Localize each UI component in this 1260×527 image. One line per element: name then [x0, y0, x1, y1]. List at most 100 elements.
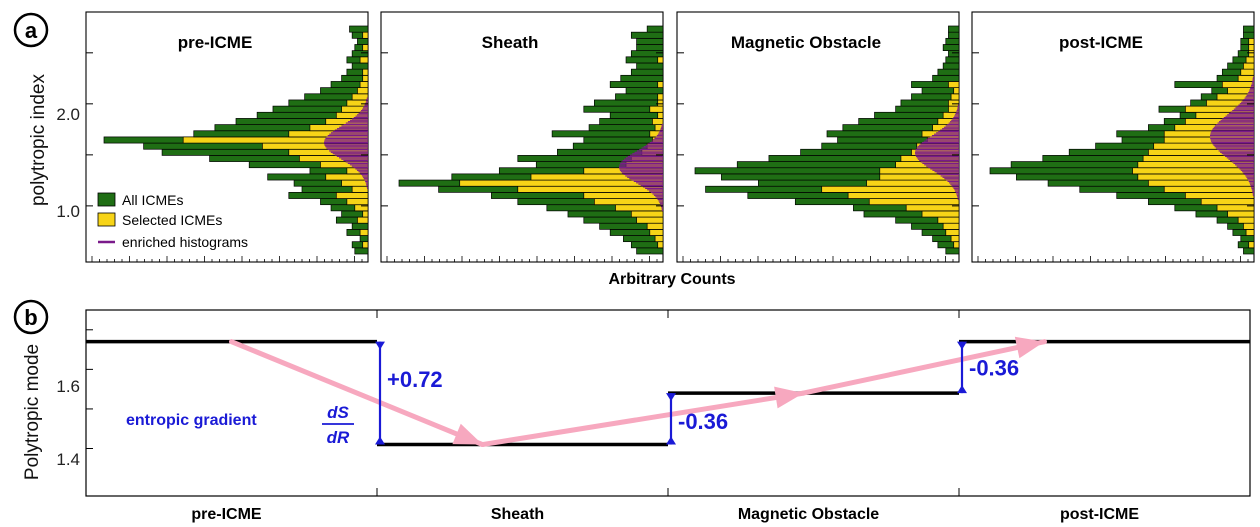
bar-selected	[362, 210, 369, 218]
bar-selected	[359, 56, 369, 64]
bar-selected	[1227, 210, 1255, 218]
arrow-mo-to-post	[801, 336, 1047, 396]
bar-all	[1243, 25, 1255, 33]
panel-b-ytick-14: 1.4	[56, 450, 80, 469]
segment-label: Sheath	[491, 506, 544, 523]
bar-selected	[1243, 62, 1255, 70]
bar-selected	[657, 93, 664, 101]
bar-all	[937, 68, 960, 76]
bar-selected	[362, 74, 369, 82]
bar-all	[945, 56, 960, 64]
bar-all	[1243, 247, 1255, 255]
svg-text:a: a	[25, 18, 38, 43]
bar-selected	[649, 105, 664, 113]
bar-selected	[459, 179, 664, 187]
segment-label: Magnetic Obstacle	[738, 506, 879, 523]
bar-selected	[945, 229, 960, 236]
bar-selected	[866, 179, 960, 187]
bar-all	[948, 25, 960, 33]
bar-all	[942, 44, 960, 51]
legend-label-enriched: enriched histograms	[122, 234, 248, 250]
bar-selected	[1237, 74, 1255, 82]
arrow-sheath-to-mo	[480, 386, 806, 448]
segment-labels: pre-ICME Sheath Magnetic Obstacle post-ICME	[191, 506, 1139, 523]
bar-selected	[1185, 192, 1255, 199]
bar-all	[630, 68, 664, 76]
difference-marker-0: +0.72	[375, 341, 443, 445]
bar-all	[636, 247, 664, 255]
bar-all	[625, 87, 664, 95]
bar-selected	[942, 222, 960, 230]
bar-selected	[1248, 37, 1255, 45]
bar-selected	[583, 192, 664, 199]
panel-b-frame	[85, 309, 1251, 497]
bar-selected	[953, 241, 960, 249]
bar-selected	[359, 229, 369, 236]
bar-all	[630, 31, 664, 39]
bar-selected	[657, 241, 664, 249]
bar-selected	[657, 111, 664, 119]
bar-all	[615, 93, 664, 101]
difference-marker-2: -0.36	[957, 341, 1019, 394]
bar-selected	[654, 235, 664, 243]
bar-selected	[821, 185, 960, 193]
difference-label: -0.36	[969, 355, 1019, 380]
bar-selected	[636, 216, 664, 224]
bar-all	[636, 37, 664, 45]
hist-panel-1: Sheath	[380, 11, 664, 263]
legend-label-all: All ICMEs	[122, 192, 183, 208]
bar-all	[1243, 31, 1255, 39]
bar-selected	[1245, 229, 1255, 236]
bar-selected	[1200, 198, 1255, 206]
bar-selected	[1137, 173, 1255, 181]
bar-selected	[351, 93, 369, 101]
bar-selected	[351, 185, 369, 193]
entropic-gradient-annotation: entropic gradient dS dR	[126, 403, 354, 447]
segment-label: pre-ICME	[191, 506, 262, 523]
panel-a-label: a	[13, 12, 49, 48]
bar-selected	[948, 81, 960, 88]
bar-all	[609, 81, 664, 88]
bar-all	[551, 130, 664, 138]
bar-selected	[1237, 216, 1255, 224]
bar-selected	[362, 31, 369, 39]
bar-selected	[1163, 185, 1255, 193]
panel-title: pre-ICME	[178, 33, 253, 52]
bar-selected	[594, 198, 664, 206]
bar-selected	[868, 198, 960, 206]
panel-a-xlabel: Arbitrary Counts	[608, 271, 735, 288]
bar-all	[945, 247, 960, 255]
bar-all	[354, 247, 369, 255]
legend-swatch-all	[97, 192, 116, 207]
bar-all	[945, 37, 960, 45]
bar-selected	[937, 216, 960, 224]
difference-label: -0.36	[678, 409, 728, 434]
bar-selected	[357, 87, 369, 95]
bar-all	[351, 222, 369, 230]
panel-b-label: b	[13, 299, 49, 335]
bar-all	[948, 31, 960, 39]
bar-selected	[847, 192, 960, 199]
difference-label: +0.72	[387, 367, 443, 392]
bar-selected	[335, 192, 369, 199]
arrow-pre-to-sheath	[229, 339, 485, 448]
panel-title: Sheath	[482, 33, 539, 52]
annotation-frac-num: dS	[327, 403, 349, 422]
hist-panel-3: post-ICME	[971, 11, 1255, 263]
bar-all	[588, 124, 664, 132]
legend-label-selected: Selected ICMEs	[122, 212, 222, 228]
bar-selected	[630, 210, 664, 218]
bar-selected	[1243, 222, 1255, 230]
bar-selected	[1248, 50, 1255, 58]
bar-selected	[646, 222, 664, 230]
bar-selected	[1221, 81, 1255, 88]
bar-selected	[1248, 44, 1255, 51]
panel-a-ylabel: polytropic index	[28, 73, 49, 206]
bar-selected	[341, 179, 369, 187]
hist-panel-0: pre-ICME	[85, 11, 369, 263]
histogram-panels: pre-ICME Sheath Magnetic Obstacle post-ICME	[85, 11, 1255, 263]
bar-selected	[657, 81, 664, 88]
difference-marker-1: -0.36	[666, 393, 728, 445]
bar-selected	[359, 81, 369, 88]
